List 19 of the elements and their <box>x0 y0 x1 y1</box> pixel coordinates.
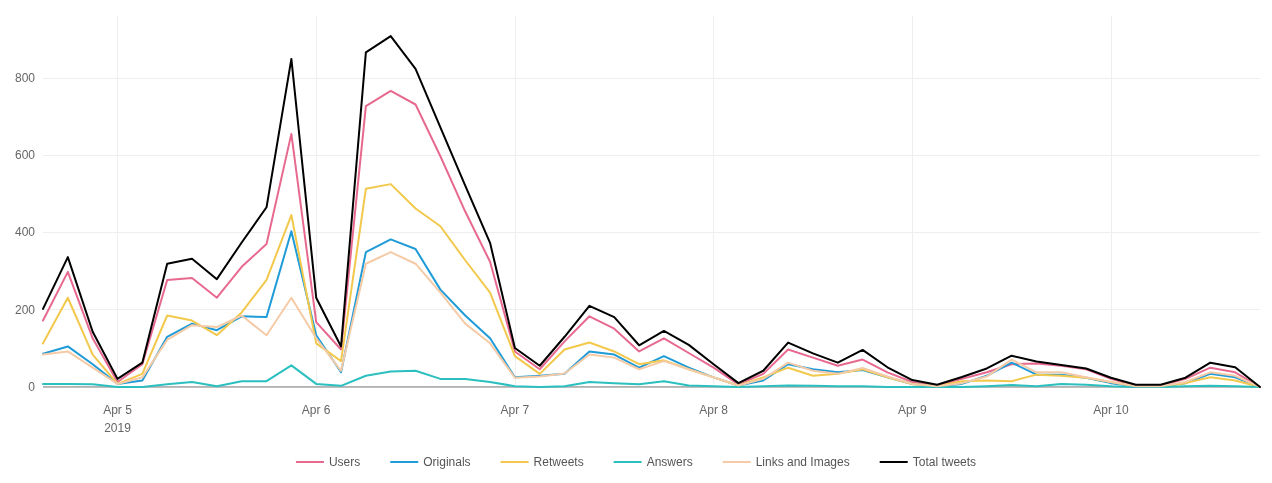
legend-label: Answers <box>646 455 693 469</box>
legend-label: Originals <box>423 455 471 469</box>
x-tick-label: Apr 7 <box>500 403 530 417</box>
legend-label: Links and Images <box>755 455 850 469</box>
y-tick-label: 800 <box>14 70 36 85</box>
x-tick-label: Apr 10 <box>1093 403 1129 417</box>
line-series <box>42 35 1261 388</box>
y-tick-label: 0 <box>28 380 36 394</box>
x-tick-label: Apr 6 <box>301 403 331 417</box>
line-series <box>42 364 1261 388</box>
y-tick-label: 600 <box>14 148 36 163</box>
legend-label: Retweets <box>533 455 584 469</box>
legend-label: Total tweets <box>912 455 977 469</box>
x-tick-label: Apr 9 <box>897 403 927 417</box>
legend-label: Users <box>328 455 361 469</box>
x-tick-label: Apr 8 <box>699 403 729 417</box>
y-tick-label: 400 <box>14 225 36 240</box>
y-tick-label: 200 <box>14 302 36 317</box>
x-tick-label: Apr 5 2019 <box>103 403 133 435</box>
